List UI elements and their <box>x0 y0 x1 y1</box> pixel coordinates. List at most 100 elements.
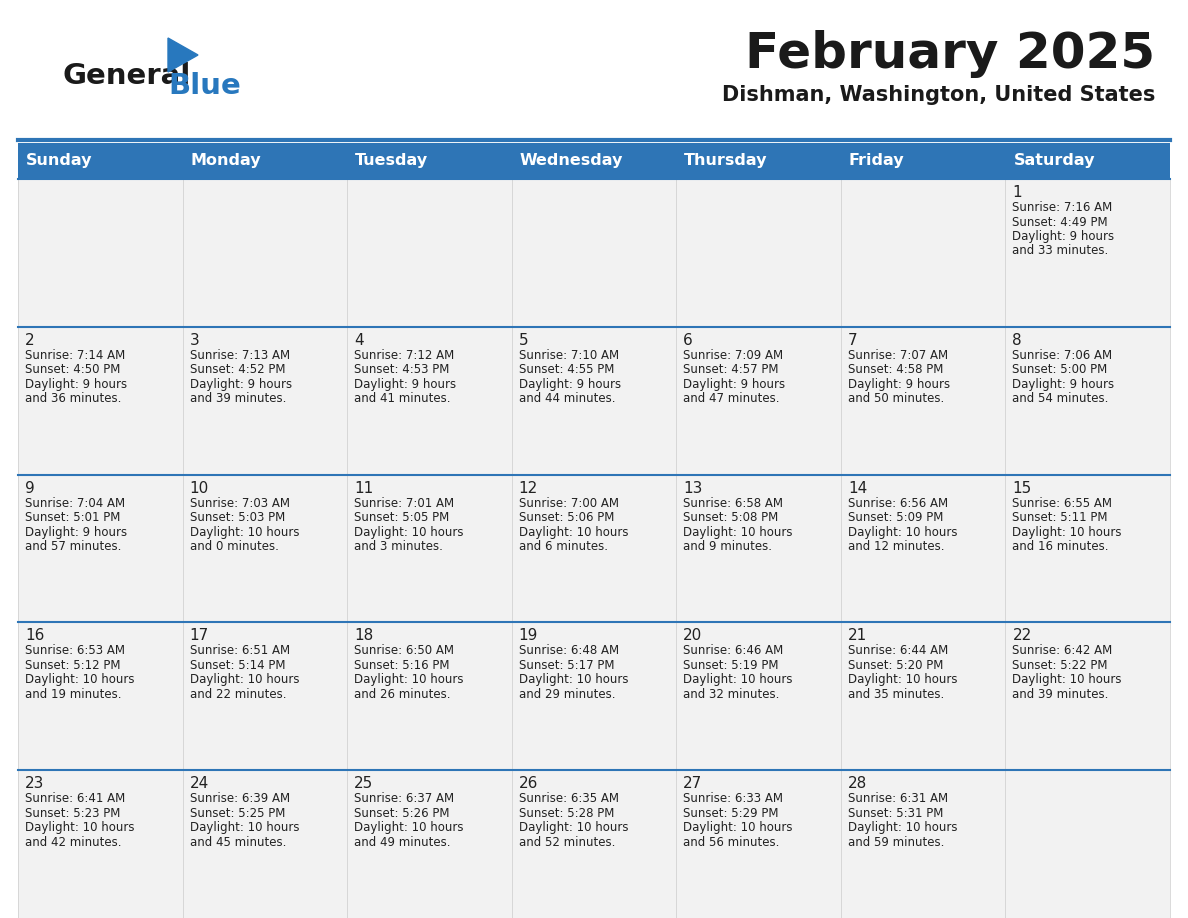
Text: Monday: Monday <box>190 153 261 169</box>
Text: 17: 17 <box>190 629 209 644</box>
Text: and 12 minutes.: and 12 minutes. <box>848 540 944 554</box>
Text: Daylight: 10 hours: Daylight: 10 hours <box>1012 526 1121 539</box>
Text: Daylight: 10 hours: Daylight: 10 hours <box>25 822 134 834</box>
Bar <box>18 327 1170 475</box>
Text: 9: 9 <box>25 481 34 496</box>
Text: Sunrise: 7:00 AM: Sunrise: 7:00 AM <box>519 497 619 509</box>
Text: and 16 minutes.: and 16 minutes. <box>1012 540 1108 554</box>
Text: and 33 minutes.: and 33 minutes. <box>1012 244 1108 258</box>
Text: Sunrise: 6:39 AM: Sunrise: 6:39 AM <box>190 792 290 805</box>
Text: Sunrise: 6:48 AM: Sunrise: 6:48 AM <box>519 644 619 657</box>
Text: 25: 25 <box>354 777 373 791</box>
Text: Daylight: 10 hours: Daylight: 10 hours <box>190 822 299 834</box>
Text: Sunrise: 7:04 AM: Sunrise: 7:04 AM <box>25 497 125 509</box>
Text: Sunrise: 7:10 AM: Sunrise: 7:10 AM <box>519 349 619 362</box>
Text: Sunset: 5:09 PM: Sunset: 5:09 PM <box>848 511 943 524</box>
Text: Sunset: 5:01 PM: Sunset: 5:01 PM <box>25 511 120 524</box>
Text: Daylight: 10 hours: Daylight: 10 hours <box>848 822 958 834</box>
Text: Sunset: 5:17 PM: Sunset: 5:17 PM <box>519 659 614 672</box>
Text: and 47 minutes.: and 47 minutes. <box>683 392 779 406</box>
Text: Sunrise: 7:16 AM: Sunrise: 7:16 AM <box>1012 201 1113 214</box>
Text: Daylight: 9 hours: Daylight: 9 hours <box>25 378 127 391</box>
Text: Sunset: 4:52 PM: Sunset: 4:52 PM <box>190 364 285 376</box>
Text: Sunday: Sunday <box>26 153 93 169</box>
Text: Sunset: 4:50 PM: Sunset: 4:50 PM <box>25 364 120 376</box>
Text: Daylight: 9 hours: Daylight: 9 hours <box>848 378 950 391</box>
Text: Sunset: 4:49 PM: Sunset: 4:49 PM <box>1012 216 1108 229</box>
Text: and 29 minutes.: and 29 minutes. <box>519 688 615 701</box>
Text: Sunset: 4:58 PM: Sunset: 4:58 PM <box>848 364 943 376</box>
Text: Sunset: 5:19 PM: Sunset: 5:19 PM <box>683 659 779 672</box>
Text: 13: 13 <box>683 481 702 496</box>
Text: 8: 8 <box>1012 333 1022 348</box>
Text: Sunset: 4:55 PM: Sunset: 4:55 PM <box>519 364 614 376</box>
Text: Sunrise: 6:58 AM: Sunrise: 6:58 AM <box>683 497 783 509</box>
Text: Sunrise: 6:37 AM: Sunrise: 6:37 AM <box>354 792 454 805</box>
Text: Sunset: 5:31 PM: Sunset: 5:31 PM <box>848 807 943 820</box>
Text: 7: 7 <box>848 333 858 348</box>
Text: Daylight: 10 hours: Daylight: 10 hours <box>1012 674 1121 687</box>
Text: and 0 minutes.: and 0 minutes. <box>190 540 278 554</box>
Text: Sunset: 5:11 PM: Sunset: 5:11 PM <box>1012 511 1108 524</box>
Text: 27: 27 <box>683 777 702 791</box>
Text: Daylight: 10 hours: Daylight: 10 hours <box>683 822 792 834</box>
Text: and 35 minutes.: and 35 minutes. <box>848 688 944 701</box>
Text: Sunset: 5:28 PM: Sunset: 5:28 PM <box>519 807 614 820</box>
Text: Daylight: 10 hours: Daylight: 10 hours <box>848 526 958 539</box>
Text: February 2025: February 2025 <box>745 30 1155 78</box>
Text: Sunrise: 7:13 AM: Sunrise: 7:13 AM <box>190 349 290 362</box>
Text: Daylight: 9 hours: Daylight: 9 hours <box>354 378 456 391</box>
Text: Sunset: 5:03 PM: Sunset: 5:03 PM <box>190 511 285 524</box>
Text: and 44 minutes.: and 44 minutes. <box>519 392 615 406</box>
Text: Sunrise: 7:01 AM: Sunrise: 7:01 AM <box>354 497 454 509</box>
Text: Daylight: 10 hours: Daylight: 10 hours <box>848 674 958 687</box>
Text: Sunrise: 6:31 AM: Sunrise: 6:31 AM <box>848 792 948 805</box>
Text: Daylight: 10 hours: Daylight: 10 hours <box>190 526 299 539</box>
Text: Daylight: 10 hours: Daylight: 10 hours <box>354 674 463 687</box>
Text: Daylight: 10 hours: Daylight: 10 hours <box>519 674 628 687</box>
Text: Sunrise: 6:44 AM: Sunrise: 6:44 AM <box>848 644 948 657</box>
Text: 16: 16 <box>25 629 44 644</box>
Text: Daylight: 10 hours: Daylight: 10 hours <box>354 822 463 834</box>
Text: 21: 21 <box>848 629 867 644</box>
Text: and 39 minutes.: and 39 minutes. <box>190 392 286 406</box>
Text: Sunset: 5:05 PM: Sunset: 5:05 PM <box>354 511 449 524</box>
Text: Thursday: Thursday <box>684 153 767 169</box>
Text: and 54 minutes.: and 54 minutes. <box>1012 392 1108 406</box>
Text: Sunrise: 7:06 AM: Sunrise: 7:06 AM <box>1012 349 1112 362</box>
Text: 6: 6 <box>683 333 693 348</box>
Text: Daylight: 9 hours: Daylight: 9 hours <box>1012 230 1114 243</box>
Text: Sunset: 5:12 PM: Sunset: 5:12 PM <box>25 659 120 672</box>
Text: Sunrise: 7:14 AM: Sunrise: 7:14 AM <box>25 349 125 362</box>
Text: and 57 minutes.: and 57 minutes. <box>25 540 121 554</box>
Text: Daylight: 9 hours: Daylight: 9 hours <box>25 526 127 539</box>
Text: Sunrise: 6:42 AM: Sunrise: 6:42 AM <box>1012 644 1113 657</box>
Text: Sunset: 5:29 PM: Sunset: 5:29 PM <box>683 807 779 820</box>
Text: 22: 22 <box>1012 629 1031 644</box>
Text: Sunrise: 6:50 AM: Sunrise: 6:50 AM <box>354 644 454 657</box>
Bar <box>18 179 1170 327</box>
Text: and 41 minutes.: and 41 minutes. <box>354 392 450 406</box>
Text: Daylight: 10 hours: Daylight: 10 hours <box>354 526 463 539</box>
Text: and 19 minutes.: and 19 minutes. <box>25 688 121 701</box>
Text: Sunrise: 7:09 AM: Sunrise: 7:09 AM <box>683 349 783 362</box>
Text: Sunrise: 6:41 AM: Sunrise: 6:41 AM <box>25 792 125 805</box>
Bar <box>18 143 1170 179</box>
Text: and 36 minutes.: and 36 minutes. <box>25 392 121 406</box>
Text: 28: 28 <box>848 777 867 791</box>
Text: 15: 15 <box>1012 481 1031 496</box>
Text: Sunset: 5:25 PM: Sunset: 5:25 PM <box>190 807 285 820</box>
Text: 3: 3 <box>190 333 200 348</box>
Text: Sunset: 5:16 PM: Sunset: 5:16 PM <box>354 659 449 672</box>
Text: Sunset: 4:57 PM: Sunset: 4:57 PM <box>683 364 779 376</box>
Text: Sunset: 4:53 PM: Sunset: 4:53 PM <box>354 364 449 376</box>
Text: 11: 11 <box>354 481 373 496</box>
Text: Saturday: Saturday <box>1013 153 1095 169</box>
Text: Sunrise: 6:56 AM: Sunrise: 6:56 AM <box>848 497 948 509</box>
Text: 10: 10 <box>190 481 209 496</box>
Text: 19: 19 <box>519 629 538 644</box>
Text: Daylight: 10 hours: Daylight: 10 hours <box>190 674 299 687</box>
Text: Sunset: 5:14 PM: Sunset: 5:14 PM <box>190 659 285 672</box>
Text: Sunrise: 6:51 AM: Sunrise: 6:51 AM <box>190 644 290 657</box>
Text: and 52 minutes.: and 52 minutes. <box>519 835 615 849</box>
